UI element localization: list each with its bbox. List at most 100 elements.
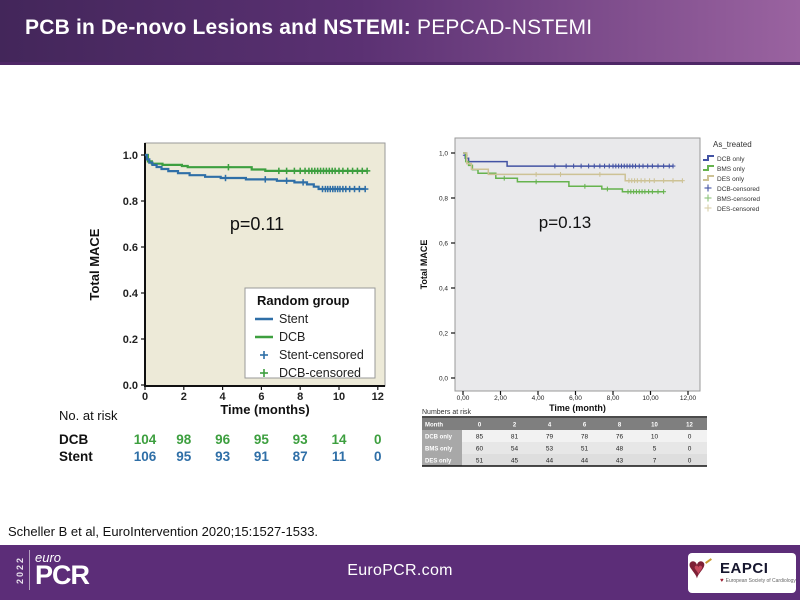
- svg-text:81: 81: [511, 434, 519, 441]
- svg-text:76: 76: [616, 434, 624, 441]
- svg-text:85: 85: [476, 434, 484, 441]
- svg-text:6: 6: [583, 423, 587, 429]
- esc-heart-icon: ♥: [720, 577, 724, 584]
- svg-text:60: 60: [476, 446, 484, 453]
- eapci-heart-icon: ♥ ♥: [688, 552, 714, 588]
- svg-text:10: 10: [651, 434, 659, 441]
- svg-text:91: 91: [254, 449, 270, 464]
- svg-text:2: 2: [513, 423, 517, 429]
- europcr-logo: 2022 euro PCR: [14, 550, 90, 590]
- svg-text:8: 8: [618, 423, 622, 429]
- svg-text:6: 6: [258, 391, 264, 403]
- svg-text:10,00: 10,00: [642, 395, 659, 402]
- svg-text:DES only: DES only: [717, 176, 745, 183]
- svg-text:12: 12: [372, 391, 384, 403]
- eapci-name: EAPCI: [720, 560, 769, 578]
- svg-text:6,00: 6,00: [569, 395, 582, 402]
- svg-text:BMS only: BMS only: [425, 447, 453, 453]
- svg-text:Stent: Stent: [279, 312, 309, 326]
- right-km-chart: 0,0 0,2 0,4 0,6 0,8 1,0 Total MACE 0,00 2,00 4,00…: [419, 137, 760, 467]
- svg-text:4: 4: [548, 423, 552, 429]
- logo-pcr-text: PCR: [35, 560, 90, 590]
- eapci-subtitle: ♥ European Society of Cardiology: [720, 578, 796, 585]
- censor-marks-DES-only: [533, 171, 685, 184]
- svg-text:0: 0: [688, 458, 692, 465]
- svg-text:0,8: 0,8: [439, 195, 448, 202]
- svg-text:0: 0: [688, 446, 692, 453]
- svg-text:54: 54: [511, 446, 519, 453]
- svg-text:12,00: 12,00: [680, 395, 697, 402]
- svg-text:Stent-censored: Stent-censored: [279, 348, 364, 362]
- svg-text:DCB: DCB: [279, 330, 305, 344]
- plot-area-right: [454, 137, 701, 392]
- svg-text:0.6: 0.6: [123, 242, 138, 254]
- eapci-logo: ♥ ♥ EAPCI ♥ European Society of Cardiology: [688, 552, 796, 593]
- svg-text:DCB: DCB: [59, 432, 88, 447]
- svg-text:8: 8: [297, 391, 303, 403]
- svg-text:Time (month): Time (month): [549, 403, 606, 413]
- svg-text:4,00: 4,00: [532, 395, 545, 402]
- svg-text:DCB only: DCB only: [425, 435, 453, 441]
- slide-title: PCB in De-novo Lesions and NSTEMI: PEPCAD…: [0, 0, 800, 40]
- header-bar: PCB in De-novo Lesions and NSTEMI: PEPCAD…: [0, 0, 800, 65]
- svg-text:78: 78: [581, 434, 589, 441]
- svg-text:2,00: 2,00: [494, 395, 507, 402]
- footer-url: EuroPCR.com: [347, 562, 453, 579]
- svg-text:0.4: 0.4: [123, 288, 139, 300]
- svg-text:98: 98: [176, 432, 192, 447]
- svg-text:0,2: 0,2: [439, 330, 448, 337]
- svg-text:DCB-censored: DCB-censored: [279, 366, 361, 380]
- x-axis-left: 0 2 4 6 8 10 12 Time (months): [142, 386, 384, 417]
- svg-text:No. at risk: No. at risk: [59, 408, 118, 423]
- svg-text:1.0: 1.0: [123, 150, 138, 162]
- svg-text:44: 44: [581, 458, 589, 465]
- y-axis-left: 0.0 0.2 0.4 0.6 0.8 1.0 Total MACE: [87, 150, 145, 392]
- svg-text:Total MACE: Total MACE: [87, 228, 102, 300]
- slide-title-bold: PCB in De-novo Lesions and NSTEMI:: [25, 16, 411, 39]
- svg-text:79: 79: [546, 434, 554, 441]
- svg-text:43: 43: [616, 458, 624, 465]
- svg-text:0: 0: [142, 391, 148, 403]
- svg-text:95: 95: [254, 432, 270, 447]
- svg-text:Numbers at risk: Numbers at risk: [422, 409, 472, 416]
- svg-text:10: 10: [651, 423, 658, 429]
- svg-text:10: 10: [333, 391, 345, 403]
- censor-marks-BMS-only: [501, 175, 667, 195]
- svg-text:51: 51: [476, 458, 484, 465]
- svg-text:0,6: 0,6: [439, 240, 448, 247]
- svg-text:5: 5: [653, 446, 657, 453]
- svg-text:7: 7: [653, 458, 657, 465]
- at-risk-left: No. at risk DCB 104 98 96 95 93 14 0 Stent 106 95 93…: [59, 408, 382, 464]
- censor-marks-Stent: [222, 174, 369, 193]
- svg-text:Stent: Stent: [59, 449, 93, 464]
- svg-text:106: 106: [134, 449, 157, 464]
- logo-euro-text: euro: [35, 550, 62, 565]
- eapci-text: EAPCI ♥ European Society of Cardiology: [720, 561, 796, 584]
- left-km-chart: 0.0 0.2 0.4 0.6 0.8 1.0 Total MACE 0 2 4 6 8 10 12 Tim…: [59, 142, 386, 464]
- svg-text:4: 4: [220, 391, 227, 403]
- svg-text:DES only: DES only: [425, 459, 452, 465]
- svg-text:p=0.11: p=0.11: [230, 214, 284, 234]
- svg-text:0,4: 0,4: [439, 285, 448, 292]
- svg-text:0,00: 0,00: [457, 395, 470, 402]
- svg-text:96: 96: [215, 432, 231, 447]
- y-axis-right: 0,0 0,2 0,4 0,6 0,8 1,0 Total MACE: [419, 150, 455, 382]
- svg-text:104: 104: [134, 432, 157, 447]
- svg-text:0: 0: [374, 432, 382, 447]
- svg-text:11: 11: [332, 449, 347, 464]
- p-value-right: p=0.13: [539, 213, 591, 232]
- svg-text:0.2: 0.2: [123, 334, 138, 346]
- svg-text:93: 93: [215, 449, 231, 464]
- svg-text:87: 87: [293, 449, 308, 464]
- svg-text:0.0: 0.0: [123, 380, 138, 392]
- svg-text:93: 93: [293, 432, 309, 447]
- citation: Scheller B et al, EuroIntervention 2020;…: [8, 524, 319, 539]
- km-curve-Stent: [145, 153, 366, 191]
- svg-text:95: 95: [176, 449, 192, 464]
- svg-text:8,00: 8,00: [607, 395, 620, 402]
- svg-text:As_treated: As_treated: [713, 140, 752, 149]
- svg-text:44: 44: [546, 458, 554, 465]
- censor-marks-DCB-only: [462, 152, 676, 169]
